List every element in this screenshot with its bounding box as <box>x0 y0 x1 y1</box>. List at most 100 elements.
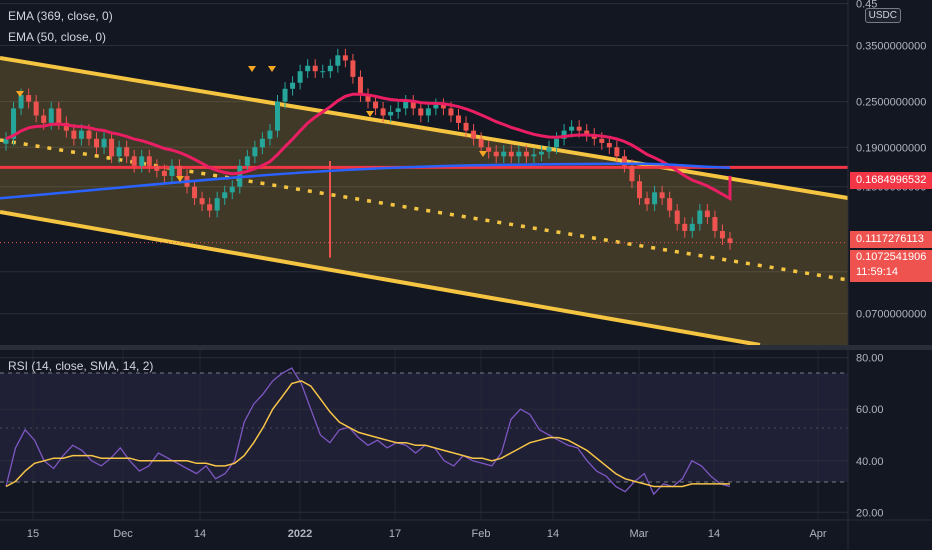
signal-marker <box>479 151 487 157</box>
currency-badge[interactable]: USDC <box>864 8 901 23</box>
candle-body <box>569 126 575 131</box>
current-price-value: 0.1072541906 <box>856 251 927 263</box>
candle-body <box>440 104 446 109</box>
candle-body <box>124 147 130 157</box>
candle-body <box>463 122 469 131</box>
candle-body <box>606 142 612 148</box>
candle-body <box>561 130 567 139</box>
candle-body <box>410 101 416 109</box>
time-axis[interactable]: 15 Dec 14 2022 17 Feb 14 Mar 14 Apr <box>27 528 827 540</box>
time-tick-label: Mar <box>630 528 649 540</box>
panel-separator[interactable] <box>0 345 932 350</box>
candle-body <box>109 138 115 157</box>
channel-fill <box>0 58 848 345</box>
candle-body <box>373 101 379 109</box>
rsi-tick-label: 60.00 <box>856 404 884 416</box>
time-tick-label: 15 <box>27 528 39 540</box>
time-tick-label: Feb <box>472 528 491 540</box>
signal-marker <box>366 111 374 117</box>
time-tick-label: Apr <box>809 528 826 540</box>
candle-body <box>667 198 673 211</box>
price-tick-label: 0.1900000000 <box>856 142 926 154</box>
candle-body <box>94 138 99 148</box>
time-tick-label: 14 <box>708 528 720 540</box>
time-tick-label: Dec <box>113 528 133 540</box>
candle-body <box>523 151 529 157</box>
candle-body <box>357 76 363 96</box>
rsi-band-fill <box>0 373 848 482</box>
candle-body <box>131 156 137 166</box>
candle-body <box>659 192 665 199</box>
time-tick-label: 17 <box>389 528 401 540</box>
time-tick-label: 14 <box>194 528 206 540</box>
candle-body <box>11 108 17 139</box>
candle-body <box>501 151 507 157</box>
price-tick-label: 0.0700000000 <box>856 309 926 321</box>
candle-body <box>365 95 371 102</box>
prev-close-label: 0.1117276113 <box>850 231 932 248</box>
candle-body <box>275 101 280 131</box>
candle-body <box>433 104 439 109</box>
candle-body <box>78 130 84 139</box>
legend-rsi[interactable]: RSI (14, close, SMA, 14, 2) <box>8 359 154 373</box>
legend-ema50[interactable]: EMA (50, close, 0) <box>8 30 107 44</box>
price-tick-label: 0.45 <box>856 0 877 11</box>
candle-body <box>719 230 725 239</box>
candle-body <box>176 165 182 176</box>
time-tick-label: 2022 <box>288 528 312 540</box>
candle-body <box>41 115 47 123</box>
candle-body <box>388 111 394 116</box>
ema369-line <box>0 162 731 200</box>
signal-marker <box>176 176 184 182</box>
candle-body <box>252 147 258 157</box>
candle-body <box>282 88 288 102</box>
current-price-label: 0.1072541906 11:59:14 <box>850 250 932 282</box>
candle-body <box>71 130 77 139</box>
candle-body <box>403 101 409 109</box>
candle-body <box>297 71 303 83</box>
candle-body <box>207 204 213 211</box>
candle-body <box>614 147 620 157</box>
rsi-tick-label: 40.00 <box>856 456 884 468</box>
candle-body <box>101 138 107 148</box>
candle-body <box>139 156 145 166</box>
candle-body <box>116 147 122 157</box>
rsi-line <box>5 367 731 496</box>
channel-upper-line <box>0 56 849 200</box>
candle-body <box>18 95 24 109</box>
candle-body <box>425 108 431 116</box>
candle-body <box>493 151 499 157</box>
candle-body <box>478 138 484 148</box>
ema50-line <box>5 92 732 202</box>
candle-body <box>350 60 356 77</box>
candle-body <box>486 147 492 152</box>
candle-body <box>86 130 92 139</box>
candle-body <box>169 165 175 176</box>
signal-marker <box>268 66 276 72</box>
candle-body <box>621 156 627 166</box>
rsi-axis[interactable]: 80.00 60.00 40.00 20.00 <box>856 353 884 520</box>
candle-body <box>56 108 62 123</box>
candle-body <box>380 108 386 116</box>
rsi-tick-label: 80.00 <box>856 353 884 365</box>
candle-body <box>727 238 733 243</box>
candle-body <box>244 156 250 166</box>
candle-body <box>689 223 695 231</box>
candle-body <box>599 138 605 143</box>
candle-body <box>516 151 522 157</box>
legend-ema369[interactable]: EMA (369, close, 0) <box>8 9 113 23</box>
candle-body <box>629 165 635 182</box>
candle-body <box>584 130 590 135</box>
signal-marker <box>16 91 24 97</box>
candle-body <box>576 126 582 131</box>
candle-body <box>222 192 228 199</box>
countdown-timer: 11:59:14 <box>856 266 899 278</box>
candle-body <box>395 108 401 112</box>
candle-body <box>192 186 198 199</box>
candle-body <box>531 154 537 157</box>
rsi-sma-line <box>5 380 730 488</box>
candle-body <box>267 130 273 139</box>
candle-body <box>697 210 703 224</box>
candle-body <box>471 130 477 139</box>
